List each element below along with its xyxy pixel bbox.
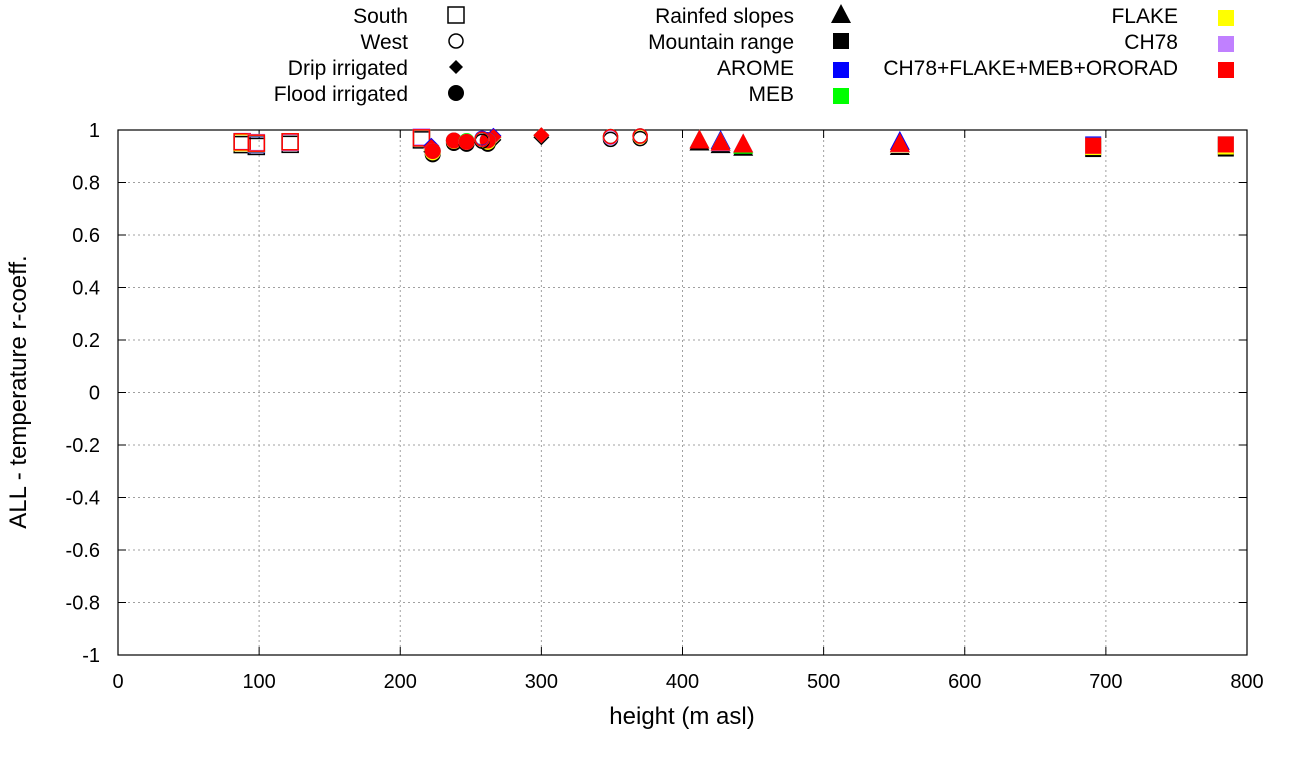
- x-tick-label: 800: [1230, 671, 1263, 693]
- legend-label: FLAKE: [1111, 5, 1178, 28]
- legend-label: MEB: [748, 83, 794, 106]
- data-point-ch78-flake-meb-ororad: [632, 128, 648, 144]
- x-tick-label: 200: [384, 671, 417, 693]
- data-point-ch78-flake-meb-ororad: [247, 134, 266, 152]
- grid: [118, 130, 1247, 655]
- data-point-ch78-flake-meb-ororad: [445, 132, 462, 149]
- legend-marker: [447, 6, 465, 24]
- legend-marker: [833, 88, 849, 104]
- legend-label: Flood irrigated: [274, 83, 408, 106]
- data-point-ch78-flake-meb-ororad: [533, 127, 550, 144]
- legend-marker: [448, 33, 464, 49]
- legend-marker: [833, 62, 849, 78]
- y-tick-label: 1: [89, 120, 100, 142]
- data-point-ch78-flake-meb-ororad: [412, 129, 431, 147]
- legend-label: CH78: [1124, 31, 1178, 54]
- y-tick-label: 0.2: [72, 330, 100, 352]
- y-tick-label: -0.2: [66, 435, 100, 457]
- data-point-ch78-flake-meb-ororad: [281, 133, 299, 151]
- x-tick-label: 600: [948, 671, 981, 693]
- x-tick-label: 400: [666, 671, 699, 693]
- data-point-ch78-flake-meb-ororad: [889, 132, 910, 152]
- data-point-ch78-flake-meb-ororad: [474, 131, 490, 147]
- legend-marker: [448, 85, 464, 101]
- y-tick-label: 0: [89, 383, 100, 405]
- x-tick-label: 100: [242, 671, 275, 693]
- legend-marker: [1218, 36, 1234, 52]
- y-axis-label: ALL - temperature r-coeff.: [5, 255, 32, 528]
- legend-label: West: [361, 31, 409, 54]
- y-tick-label: -0.6: [66, 540, 100, 562]
- legend: South West Drip irrigated Flood irrigated Ra…: [274, 4, 1234, 106]
- data-point-ch78-flake-meb-ororad: [1217, 136, 1234, 153]
- x-tick-label: 700: [1089, 671, 1122, 693]
- legend-marker: [833, 33, 849, 49]
- y-tick-label: 0.8: [72, 173, 100, 195]
- y-tick-label: 0.4: [72, 278, 100, 300]
- y-tick-label: -0.4: [66, 488, 100, 510]
- legend-marker: [1218, 62, 1234, 78]
- y-tick-label: -1: [82, 645, 100, 667]
- data-points: [233, 127, 1234, 163]
- x-tick-label: 500: [807, 671, 840, 693]
- data-point-ch78-flake-meb-ororad: [710, 131, 731, 151]
- ticks: 0 100 200 300 400 500 600 700 80010.80.60.40.20-…: [66, 120, 1264, 693]
- legend-label: Rainfed slopes: [655, 5, 794, 28]
- legend-label: Drip irrigated: [288, 57, 408, 80]
- legend-label: South: [353, 5, 408, 28]
- legend-marker: [831, 4, 851, 23]
- y-tick-label: -0.8: [66, 593, 100, 615]
- data-point-ch78-flake-meb-ororad: [233, 133, 251, 151]
- x-tick-label: 300: [525, 671, 558, 693]
- data-point-ch78-flake-meb-ororad: [689, 129, 710, 149]
- data-point-ch78-flake-meb-ororad: [602, 128, 619, 145]
- x-axis-label: height (m asl): [609, 703, 754, 730]
- x-tick-label: 0: [112, 671, 123, 693]
- legend-marker: [449, 60, 463, 74]
- data-point-ch78-flake-meb-ororad: [424, 143, 441, 159]
- legend-label: Mountain range: [648, 31, 794, 54]
- data-point-ch78-flake-meb-ororad: [1085, 137, 1102, 154]
- legend-label: AROME: [717, 57, 794, 80]
- legend-marker: [1218, 10, 1234, 26]
- y-tick-label: 0.6: [72, 225, 100, 247]
- data-point-ch78-flake-meb-ororad: [733, 133, 754, 153]
- legend-label: CH78+FLAKE+MEB+ORORAD: [883, 57, 1178, 80]
- data-point-ch78-flake-meb-ororad: [458, 133, 475, 150]
